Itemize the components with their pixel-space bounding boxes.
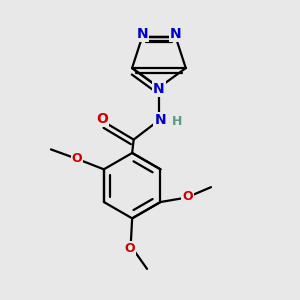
Text: O: O	[124, 242, 134, 255]
Text: N: N	[170, 27, 181, 41]
Text: H: H	[172, 115, 182, 128]
Text: O: O	[96, 112, 108, 126]
Text: N: N	[153, 82, 165, 96]
Text: O: O	[72, 152, 83, 165]
Text: N: N	[136, 27, 148, 41]
Text: N: N	[154, 113, 166, 127]
Text: O: O	[182, 190, 193, 202]
